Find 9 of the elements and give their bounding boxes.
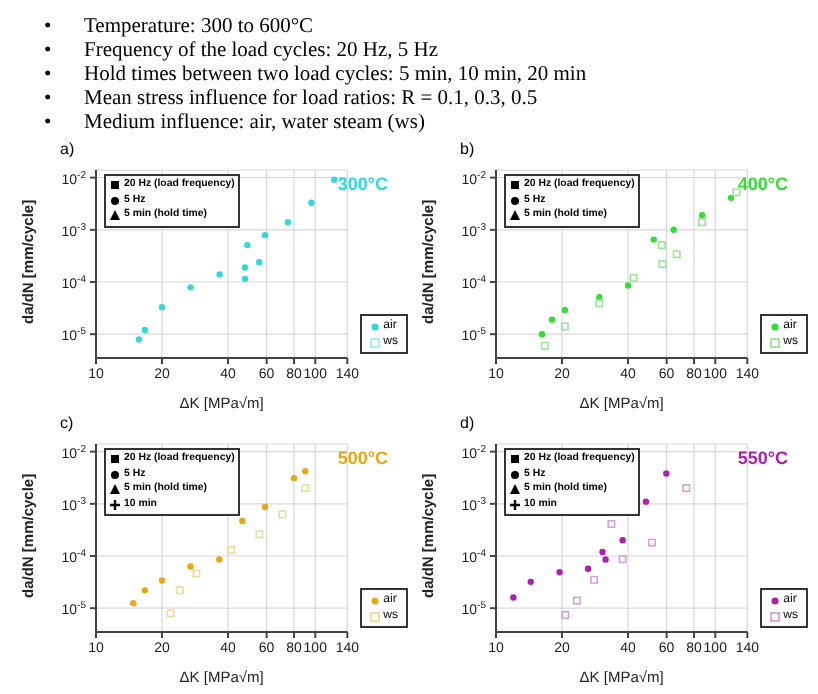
chart-title: c): [58, 414, 76, 436]
annotation: 500°C: [337, 448, 388, 468]
chart-title: d): [458, 414, 477, 436]
text: • Temperature: 300 to 600°C • Frequency of the load cycles: 20 Hz, 5 Hz • Hold times between two load cycles: 5 min, 10 min, 20 min • Mean stress influence for load ratios: R = 0.1, 0.3, 0.5 • Medium influence: air, water steam (ws): [44, 16, 587, 134]
chart-title: a): [58, 140, 77, 162]
chart-title: b): [458, 140, 477, 162]
annotation: 400°C: [737, 174, 788, 194]
annotation: 300°C: [337, 174, 388, 194]
annotation: 550°C: [737, 448, 788, 468]
